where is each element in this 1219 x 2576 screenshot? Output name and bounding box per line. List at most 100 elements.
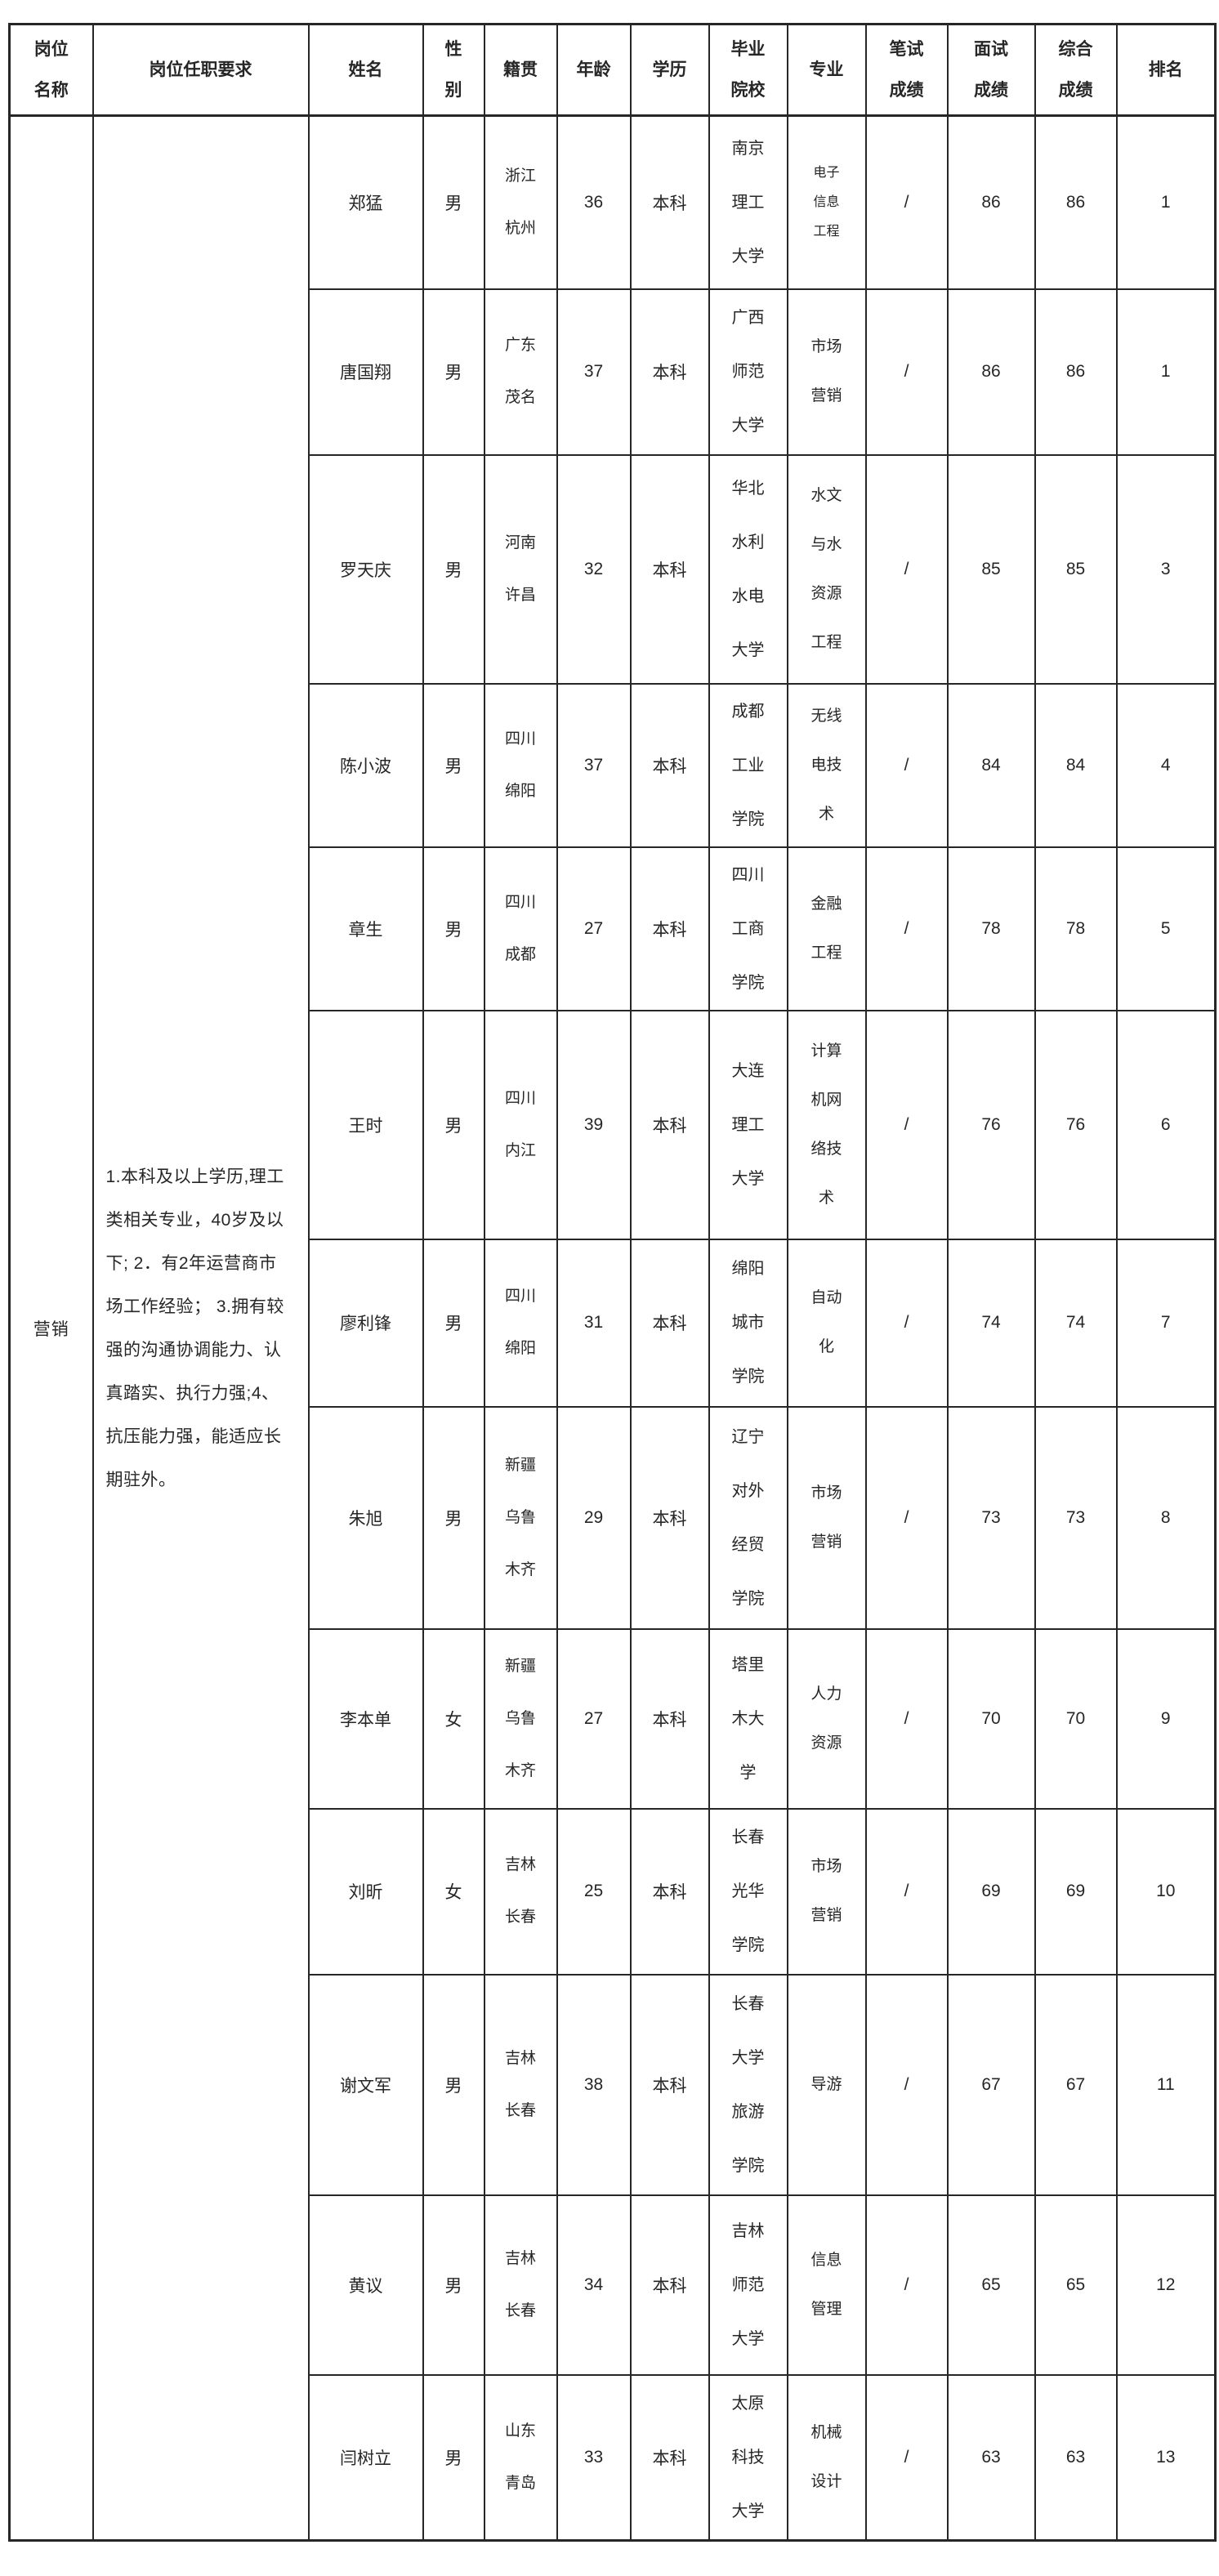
gender-cell: 女	[422, 1627, 485, 1810]
table-row: 罗天庆 男 河南 许昌 32 本科 华北 水利 水电 大学 水文 与水 资源 工…	[10, 453, 1217, 685]
education-cell: 本科	[629, 1405, 710, 1630]
table-row: 章生 男 四川 成都 27 本科 四川 工商 学院 金融 工程 / 78 78 …	[10, 846, 1217, 1011]
education-cell: 本科	[629, 1627, 710, 1810]
native-place-cell: 四川 成都	[483, 846, 558, 1011]
interview-score-cell: 86	[946, 114, 1036, 290]
school-cell: 华北 水利 水电 大学	[708, 453, 788, 685]
gender-cell: 男	[422, 2373, 485, 2542]
header-row: 岗位 名称 岗位任职要求 姓名 性 别 籍贯 年龄 学历 毕业 院校 专业 笔试…	[8, 23, 1217, 117]
education-cell: 本科	[629, 682, 710, 848]
written-score-cell: /	[864, 114, 949, 290]
rank-cell: 6	[1115, 1009, 1217, 1240]
major-cell: 计算 机网 络技 术	[786, 1009, 867, 1240]
name-cell: 唐国翔	[307, 288, 424, 456]
rank-cell: 4	[1115, 682, 1217, 848]
age-cell: 31	[556, 1238, 632, 1408]
major-cell: 电子 信息 工程	[786, 114, 867, 290]
native-place-cell: 新疆 乌鲁 木齐	[483, 1405, 558, 1630]
table-row: 黄议 男 吉林 长春 34 本科 吉林 师范 大学 信息 管理 / 65 65 …	[10, 2194, 1217, 2376]
native-place-cell: 山东 青岛	[483, 2373, 558, 2542]
age-cell: 33	[556, 2373, 632, 2542]
name-cell: 李本单	[307, 1627, 424, 1810]
education-cell: 本科	[629, 1238, 710, 1408]
name-cell: 刘昕	[307, 1807, 424, 1976]
age-cell: 38	[556, 1973, 632, 2196]
interview-score-cell: 67	[946, 1973, 1036, 2196]
written-score-cell: /	[864, 1627, 949, 1810]
rank-cell: 12	[1115, 2194, 1217, 2376]
name-cell: 郑猛	[307, 114, 424, 290]
name-cell: 陈小波	[307, 682, 424, 848]
interview-score-cell: 76	[946, 1009, 1036, 1240]
gender-cell: 男	[422, 1009, 485, 1240]
native-place-cell: 浙江 杭州	[483, 114, 558, 290]
major-cell: 水文 与水 资源 工程	[786, 453, 867, 685]
education-cell: 本科	[629, 2194, 710, 2376]
education-cell: 本科	[629, 2373, 710, 2542]
table-row: 唐国翔 男 广东 茂名 37 本科 广西 师范 大学 市场 营销 / 86 86…	[10, 288, 1217, 456]
overall-score-cell: 86	[1034, 288, 1118, 456]
school-cell: 长春 光华 学院	[708, 1807, 788, 1976]
interview-score-cell: 69	[946, 1807, 1036, 1976]
native-place-cell: 四川 绵阳	[483, 682, 558, 848]
education-cell: 本科	[629, 453, 710, 685]
age-cell: 32	[556, 453, 632, 685]
major-cell: 无线 电技 术	[786, 682, 867, 848]
overall-score-cell: 73	[1034, 1405, 1118, 1630]
native-place-cell: 河南 许昌	[483, 453, 558, 685]
written-score-cell: /	[864, 2373, 949, 2542]
major-cell: 信息 管理	[786, 2194, 867, 2376]
school-cell: 大连 理工 大学	[708, 1009, 788, 1240]
gender-cell: 女	[422, 1807, 485, 1976]
age-cell: 36	[556, 114, 632, 290]
overall-score-cell: 78	[1034, 846, 1118, 1011]
table-row: 闫树立 男 山东 青岛 33 本科 太原 科技 大学 机械 设计 / 63 63…	[10, 2373, 1217, 2542]
col-header-requirements: 岗位任职要求	[92, 23, 310, 117]
rank-cell: 1	[1115, 288, 1217, 456]
native-place-cell: 新疆 乌鲁 木齐	[483, 1627, 558, 1810]
native-place-cell: 四川 内江	[483, 1009, 558, 1240]
gender-cell: 男	[422, 114, 485, 290]
school-cell: 塔里 木大 学	[708, 1627, 788, 1810]
table-row: 王时 男 四川 内江 39 本科 大连 理工 大学 计算 机网 络技 术 / 7…	[10, 1009, 1217, 1240]
education-cell: 本科	[629, 1807, 710, 1976]
table-row: 李本单 女 新疆 乌鲁 木齐 27 本科 塔里 木大 学 人力 资源 / 70 …	[10, 1627, 1217, 1810]
gender-cell: 男	[422, 1238, 485, 1408]
native-place-cell: 四川 绵阳	[483, 1238, 558, 1408]
school-cell: 绵阳 城市 学院	[708, 1238, 788, 1408]
name-cell: 黄议	[307, 2194, 424, 2376]
col-header-major: 专业	[786, 23, 867, 117]
age-cell: 37	[556, 682, 632, 848]
native-place-cell: 吉林 长春	[483, 2194, 558, 2376]
rank-cell: 5	[1115, 846, 1217, 1011]
col-header-age: 年龄	[556, 23, 632, 117]
major-cell: 导游	[786, 1973, 867, 2196]
gender-cell: 男	[422, 682, 485, 848]
overall-score-cell: 76	[1034, 1009, 1118, 1240]
gender-cell: 男	[422, 1405, 485, 1630]
gender-cell: 男	[422, 453, 485, 685]
overall-score-cell: 86	[1034, 114, 1118, 290]
position-requirements-cell: 1.本科及以上学历,理工类相关专业，40岁及以下; 2．有2年运营商市场工作经验…	[92, 114, 310, 2542]
written-score-cell: /	[864, 453, 949, 685]
school-cell: 辽宁 对外 经贸 学院	[708, 1405, 788, 1630]
col-header-gender: 性 别	[422, 23, 485, 117]
overall-score-cell: 84	[1034, 682, 1118, 848]
rank-cell: 1	[1115, 114, 1217, 290]
position-name-cell: 营销	[8, 114, 94, 2542]
written-score-cell: /	[864, 2194, 949, 2376]
col-header-position-name: 岗位 名称	[8, 23, 94, 117]
school-cell: 广西 师范 大学	[708, 288, 788, 456]
name-cell: 章生	[307, 846, 424, 1011]
written-score-cell: /	[864, 1973, 949, 2196]
native-place-cell: 吉林 长春	[483, 1973, 558, 2196]
interview-score-cell: 73	[946, 1405, 1036, 1630]
age-cell: 25	[556, 1807, 632, 1976]
major-cell: 金融 工程	[786, 846, 867, 1011]
col-header-written-score: 笔试 成绩	[864, 23, 949, 117]
written-score-cell: /	[864, 846, 949, 1011]
written-score-cell: /	[864, 1009, 949, 1240]
gender-cell: 男	[422, 2194, 485, 2376]
col-header-native-place: 籍贯	[483, 23, 558, 117]
interview-score-cell: 85	[946, 453, 1036, 685]
